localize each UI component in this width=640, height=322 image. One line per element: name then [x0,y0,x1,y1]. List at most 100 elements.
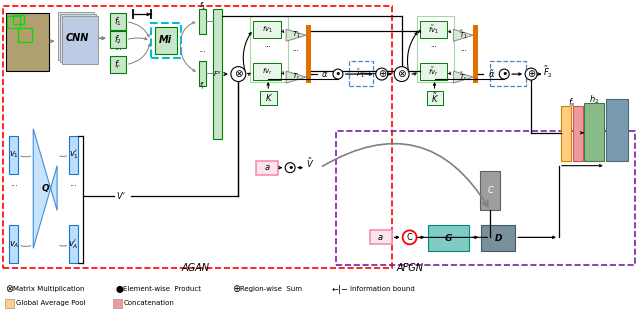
Text: ⊕: ⊕ [232,284,241,294]
Text: Element-wise  Product: Element-wise Product [123,286,201,292]
Bar [573,106,583,161]
Text: $F''$: $F''$ [213,69,223,79]
Text: Mi: Mi [159,35,172,45]
Bar [198,9,207,34]
Bar [10,136,19,174]
Circle shape [499,69,509,79]
Bar [306,25,311,83]
Bar [110,13,126,30]
Bar [250,16,288,82]
Bar [606,99,628,161]
Text: $v_A$: $v_A$ [8,239,19,250]
Bar [584,103,604,161]
Text: ...: ... [292,46,300,52]
Bar [110,31,126,48]
Text: Global Average Pool: Global Average Pool [16,300,86,306]
Text: $V'$: $V'$ [116,190,126,201]
Text: ⊕: ⊕ [378,69,386,79]
Bar [561,106,571,161]
Bar [151,23,180,58]
Text: ...: ... [198,45,207,54]
Text: ⊗: ⊗ [234,69,243,79]
Text: Information bound: Information bound [350,286,415,292]
Text: $v_1'$: $v_1'$ [68,148,79,161]
Bar [490,61,526,86]
Polygon shape [453,29,474,41]
Bar [10,225,19,263]
Text: ...: ... [10,179,18,188]
Circle shape [394,67,409,81]
Text: ...: ... [114,43,122,52]
Text: C: C [487,186,493,195]
Bar [69,225,78,263]
Circle shape [376,68,388,80]
Text: •: • [335,69,341,79]
Text: Q: Q [42,184,49,193]
Bar [253,63,281,80]
Bar [420,63,447,80]
Text: ...: ... [430,42,437,48]
Bar [19,28,32,42]
Bar [420,21,447,38]
Text: Region-wise  Sum: Region-wise Sum [241,286,302,292]
Text: AFGN: AFGN [396,263,423,273]
Text: ⊗: ⊗ [5,284,13,294]
Text: $v_A'$: $v_A'$ [68,238,79,251]
Bar [69,136,78,174]
Text: ⬤: ⬤ [116,286,124,293]
Polygon shape [453,71,474,83]
Text: AGAN: AGAN [182,263,209,273]
Text: C: C [406,233,413,242]
Text: $a$: $a$ [378,233,384,242]
Text: Matrix Multiplication: Matrix Multiplication [13,286,85,292]
Text: $f_r$: $f_r$ [114,58,122,71]
Bar [253,21,281,38]
Text: D: D [495,234,502,243]
Text: ...: ... [460,46,467,52]
Text: •: • [287,163,293,173]
Bar [214,9,223,139]
Bar [58,12,94,60]
Bar [3,6,392,268]
Text: $T_1$: $T_1$ [292,30,301,40]
Text: $\tilde{fv}_1$: $\tilde{fv}_1$ [428,24,439,36]
Circle shape [231,67,246,81]
Bar [198,61,207,86]
Text: $f_1'$: $f_1'$ [199,1,206,13]
Polygon shape [286,71,306,83]
Text: $\tilde{T}_1$: $\tilde{T}_1$ [459,29,468,42]
Bar [481,225,515,251]
Bar [7,16,20,28]
Circle shape [333,69,343,79]
Bar [6,13,49,71]
Bar [428,225,469,251]
Text: $\tilde{fv}_r$: $\tilde{fv}_r$ [428,65,439,78]
Circle shape [403,231,417,244]
Text: Concatenation: Concatenation [124,300,175,306]
Text: ...: ... [70,179,77,188]
Polygon shape [33,129,57,248]
Bar [155,27,177,54]
Polygon shape [286,29,306,41]
Text: $\tilde{\alpha}$: $\tilde{\alpha}$ [488,68,495,80]
Text: $fv_r$: $fv_r$ [262,66,273,77]
Bar [62,16,98,64]
Bar [256,161,278,175]
Text: $\tilde{V}$: $\tilde{V}$ [306,156,314,169]
Bar [113,299,122,308]
Bar [5,299,14,308]
Text: $f_2$: $f_2$ [114,33,122,46]
Text: $f_s$: $f_s$ [568,97,576,109]
Text: $K$: $K$ [265,92,273,103]
Bar [480,171,500,211]
Text: G: G [445,234,452,243]
Bar [349,61,372,86]
Text: $\tilde{K}$: $\tilde{K}$ [431,91,439,105]
Bar [260,91,277,105]
Text: ⊕: ⊕ [527,69,535,79]
Bar [336,131,635,265]
Bar [417,16,454,82]
Text: $a$: $a$ [264,163,271,172]
Bar [13,15,24,24]
Circle shape [285,163,295,173]
